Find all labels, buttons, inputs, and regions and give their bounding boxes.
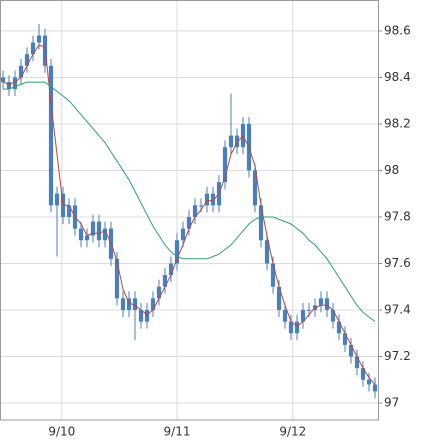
candle-body [0, 77, 6, 83]
y-tick-label: 98.4 [384, 70, 411, 84]
candle-body [372, 384, 378, 392]
candle-body [228, 135, 234, 148]
candle-body [54, 193, 60, 206]
candle-body [210, 193, 216, 206]
candle-body [360, 368, 366, 380]
candle-body [348, 344, 354, 357]
y-tick-label: 98.2 [384, 116, 411, 130]
candle-body [102, 228, 108, 241]
candle-body [132, 298, 138, 310]
plot-border [0, 0, 379, 421]
moving-average-line [3, 81, 376, 322]
candle-body [258, 205, 264, 241]
candle-body [156, 286, 162, 299]
candle-body [18, 65, 24, 78]
candle-body [234, 135, 240, 148]
candle-body [192, 205, 198, 217]
candle-body [150, 298, 156, 310]
candle-body [288, 321, 294, 334]
candle-body [366, 379, 372, 385]
moving-average-line [2, 44, 376, 385]
candle-body [330, 310, 336, 322]
candle-body [126, 298, 132, 310]
candle-body [114, 258, 120, 299]
candle-body [318, 298, 324, 306]
candle-body [264, 240, 270, 264]
candle-body [204, 193, 210, 206]
candle-body [48, 65, 54, 206]
y-tick-label: 98.6 [384, 23, 411, 37]
candle-body [180, 228, 186, 241]
candle-body [252, 170, 258, 206]
candle-body [174, 240, 180, 264]
candle-body [84, 235, 90, 241]
candle-body [30, 42, 36, 55]
candle-body [138, 310, 144, 322]
x-tick-label: 9/10 [48, 425, 75, 439]
x-tick-label: 9/11 [164, 425, 191, 439]
candle-body [24, 54, 30, 66]
candle-body [162, 275, 168, 287]
candle-body [342, 333, 348, 345]
candle-body [96, 221, 102, 241]
candle-body [282, 310, 288, 322]
candle-body [12, 77, 18, 90]
candle-body [294, 321, 300, 334]
candle-body [270, 263, 276, 287]
y-tick-label: 97.2 [384, 349, 411, 363]
candle-body [36, 35, 42, 43]
candle-body [300, 310, 306, 322]
candle-body [186, 216, 192, 229]
x-tick-label: 9/12 [279, 425, 306, 439]
candle-body [78, 228, 84, 241]
candle-body [120, 298, 126, 310]
candle-body [168, 263, 174, 276]
y-tick-label: 97 [384, 396, 399, 410]
candle-body [336, 321, 342, 334]
candle-body [90, 221, 96, 236]
y-tick-label: 97.6 [384, 256, 411, 270]
candle-body [324, 298, 330, 310]
candle-body [306, 310, 312, 311]
candle-body [222, 147, 228, 183]
y-tick-label: 97.8 [384, 209, 411, 223]
candle-body [66, 205, 72, 217]
candle-body [354, 356, 360, 369]
y-tick-label: 97.4 [384, 303, 411, 317]
candle-body [198, 205, 204, 207]
y-tick-label: 98 [384, 163, 399, 177]
candle-body [144, 310, 150, 322]
candle-body [276, 286, 282, 310]
candle-body [6, 82, 12, 90]
